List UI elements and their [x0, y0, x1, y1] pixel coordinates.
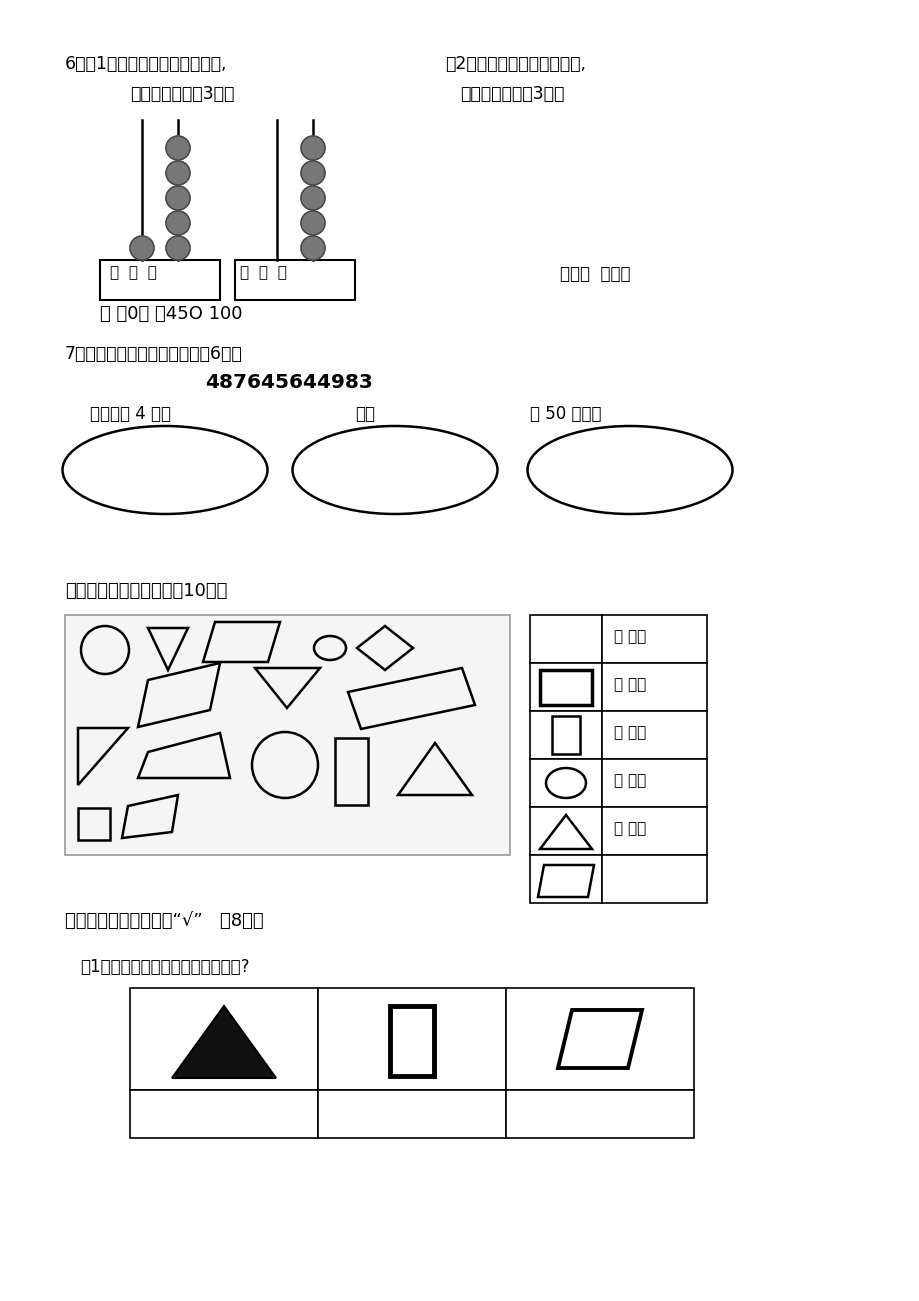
- Circle shape: [165, 235, 190, 260]
- Text: 再比较大小。（3分）: 再比较大小。（3分）: [130, 85, 234, 103]
- Circle shape: [308, 243, 318, 252]
- Circle shape: [308, 143, 318, 154]
- Circle shape: [301, 186, 324, 209]
- Circle shape: [169, 164, 187, 182]
- Text: 四、在正确答案下面画“√”   （8分）: 四、在正确答案下面画“√” （8分）: [65, 912, 264, 930]
- Circle shape: [169, 139, 187, 157]
- Polygon shape: [529, 807, 601, 855]
- Circle shape: [301, 235, 324, 260]
- Circle shape: [165, 161, 190, 185]
- Text: 再比较大小。（3分）: 再比较大小。（3分）: [460, 85, 563, 103]
- Polygon shape: [65, 615, 509, 855]
- Circle shape: [165, 137, 190, 160]
- Text: （ ）0（ ）45O 100: （ ）0（ ）45O 100: [100, 304, 243, 323]
- Text: （ ）个: （ ）个: [613, 677, 645, 692]
- Polygon shape: [172, 1006, 276, 1079]
- Polygon shape: [529, 615, 601, 664]
- Text: 三、数一数，填一填。（10分）: 三、数一数，填一填。（10分）: [65, 582, 227, 600]
- Polygon shape: [601, 712, 706, 758]
- Circle shape: [165, 186, 190, 209]
- Circle shape: [308, 219, 318, 228]
- Circle shape: [137, 243, 147, 252]
- Text: 6、（1）根据计数器先写出得数,: 6、（1）根据计数器先写出得数,: [65, 55, 227, 73]
- Polygon shape: [601, 758, 706, 807]
- Circle shape: [308, 193, 318, 203]
- Polygon shape: [601, 664, 706, 712]
- Text: 比 50 大的数: 比 50 大的数: [529, 405, 601, 423]
- Circle shape: [169, 213, 187, 232]
- Circle shape: [308, 168, 318, 178]
- Text: 百  十  个: 百 十 个: [240, 265, 287, 280]
- Text: 百  十  个: 百 十 个: [110, 265, 157, 280]
- Text: （1）用两个可以拼成下面哪个图形?: （1）用两个可以拼成下面哪个图形?: [80, 958, 249, 976]
- Circle shape: [133, 239, 151, 258]
- Circle shape: [303, 213, 322, 232]
- Circle shape: [173, 143, 183, 154]
- Circle shape: [173, 219, 183, 228]
- Polygon shape: [130, 987, 318, 1090]
- Circle shape: [169, 239, 187, 258]
- Circle shape: [173, 193, 183, 203]
- Circle shape: [169, 189, 187, 207]
- Circle shape: [301, 161, 324, 185]
- Circle shape: [301, 211, 324, 235]
- Circle shape: [173, 168, 183, 178]
- Text: （ ）个: （ ）个: [613, 821, 645, 837]
- Polygon shape: [529, 758, 601, 807]
- Polygon shape: [234, 260, 355, 301]
- Text: （ ）个: （ ）个: [613, 773, 645, 788]
- Circle shape: [165, 211, 190, 235]
- Polygon shape: [505, 1090, 693, 1138]
- Polygon shape: [529, 664, 601, 712]
- Text: 百十个  百十个: 百十个 百十个: [560, 265, 630, 284]
- Circle shape: [303, 164, 322, 182]
- Circle shape: [130, 235, 153, 260]
- Circle shape: [303, 189, 322, 207]
- Polygon shape: [529, 855, 601, 903]
- Text: 487645644983: 487645644983: [205, 373, 372, 392]
- Polygon shape: [318, 987, 505, 1090]
- Polygon shape: [601, 807, 706, 855]
- Circle shape: [301, 137, 324, 160]
- Polygon shape: [100, 260, 220, 301]
- Circle shape: [303, 239, 322, 258]
- Circle shape: [173, 243, 183, 252]
- Text: 单数: 单数: [355, 405, 375, 423]
- Polygon shape: [318, 1090, 505, 1138]
- Polygon shape: [130, 1090, 318, 1138]
- Polygon shape: [601, 615, 706, 664]
- Circle shape: [303, 139, 322, 157]
- Polygon shape: [601, 855, 706, 903]
- Polygon shape: [505, 987, 693, 1090]
- Text: 十位上是 4 的数: 十位上是 4 的数: [90, 405, 171, 423]
- Text: （ ）个: （ ）个: [613, 725, 645, 740]
- Text: （2）在计数器上先画出算珠,: （2）在计数器上先画出算珠,: [445, 55, 585, 73]
- Text: （ ）个: （ ）个: [613, 628, 645, 644]
- Text: 7、选择合适的数填在圈里。（6分）: 7、选择合适的数填在圈里。（6分）: [65, 345, 243, 363]
- Polygon shape: [529, 712, 601, 758]
